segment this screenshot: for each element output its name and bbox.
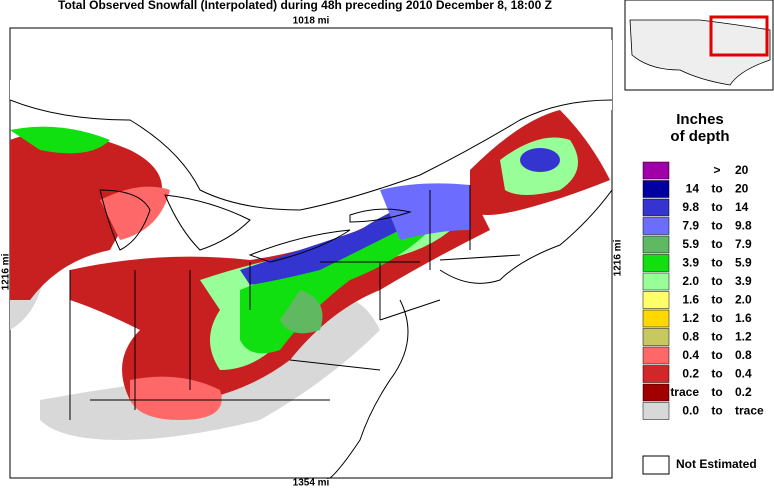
legend: Inches of depth Not Estimated >20 14 to 20 9… [642,111,764,475]
legend-swatch [642,402,670,420]
legend-swatch [642,328,670,346]
legend-high: 5.9 [735,256,752,270]
legend-low: 1.2 [682,311,699,325]
legend-swatch [642,346,670,365]
legend-low: 0.2 [682,367,699,381]
legend-swatch [642,383,670,402]
legend-swatch [642,254,670,272]
legend-sep: to [711,330,722,344]
map [9,27,613,479]
legend-high: 1.6 [735,311,752,325]
inset-map [624,0,774,91]
legend-low: 5.9 [682,237,699,251]
legend-low: 14 [686,182,700,196]
scale-bottom: 1354 mi [293,478,330,487]
legend-sep: to [711,274,722,288]
legend-high: 3.9 [735,274,752,288]
legend-swatch [642,198,670,217]
legend-title: Inches [676,111,724,128]
legend-sep: to [711,367,722,381]
legend-sep: to [711,182,722,196]
legend-high: 2.0 [735,293,752,307]
legend-low: 0.8 [682,330,699,344]
legend-sep: to [711,237,722,251]
legend-sep: to [711,256,722,270]
legend-swatch [642,365,670,383]
legend-low: 7.9 [682,219,699,233]
legend-sep: to [711,385,722,399]
legend-high: 14 [735,200,749,214]
legend-sep: to [711,219,722,233]
legend-high: trace [735,404,764,418]
legend-sep: > [713,163,720,177]
legend-sep: to [711,293,722,307]
legend-low: 1.6 [682,293,699,307]
legend-high: 20 [735,182,749,196]
scale-left: 1216 mi [1,253,12,290]
legend-swatch [642,291,670,309]
legend-low: 2.0 [682,274,699,288]
legend-high: 0.4 [735,367,752,381]
legend-sep: to [711,404,722,418]
legend-sep: to [711,200,722,214]
title: Total Observed Snowfall (Interpolated) d… [58,0,552,12]
legend-high: 0.2 [735,385,752,399]
legend-swatch [642,180,670,198]
legend-high: 20 [735,163,749,177]
legend-low: 0.4 [682,348,699,362]
legend-swatch [642,217,670,235]
legend-sep: to [711,348,722,362]
legend-low: trace [670,385,699,399]
legend-high: 7.9 [735,237,752,251]
scale-right: 1216 mi [613,239,624,276]
legend-sep: to [711,311,722,325]
legend-swatch [642,235,670,254]
legend-high: 0.8 [735,348,752,362]
legend-high: 9.8 [735,219,752,233]
legend-swatch [642,161,670,180]
legend-swatch [642,455,670,475]
legend-high: 1.2 [735,330,752,344]
scale-top: 1018 mi [293,16,330,27]
legend-low: 9.8 [682,200,699,214]
legend-low: 0.0 [682,404,699,418]
legend-label: Not Estimated [676,457,757,471]
legend-swatch [642,272,670,291]
legend-swatch [642,309,670,328]
legend-low: 3.9 [682,256,699,270]
legend-title: of depth [670,128,729,145]
